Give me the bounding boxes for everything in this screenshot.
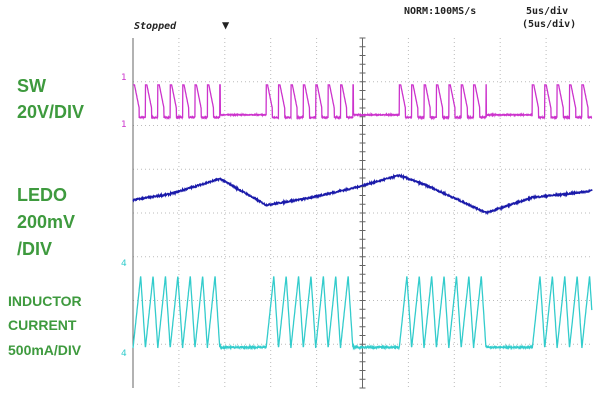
- scope-grid: [132, 37, 592, 389]
- inductor-channel-name: INDUCTOR: [8, 293, 82, 309]
- ledo-channel-scale-unit: /DIV: [17, 239, 53, 259]
- sw-ground-marker: 1: [121, 120, 127, 130]
- inductor-channel-marker: 4: [121, 259, 127, 269]
- sw-trace: [133, 84, 593, 121]
- inductor-ground-marker: 4: [121, 349, 127, 359]
- trigger-position-icon: ▼: [222, 18, 230, 32]
- timebase-label: 5us/div: [526, 6, 569, 17]
- ledo-channel-scale: 200mV: [17, 212, 76, 232]
- inductor-channel-name-line2: CURRENT: [8, 317, 77, 333]
- scope-traces: [132, 84, 593, 351]
- inductor-channel-scale: 500mA/DIV: [8, 342, 82, 358]
- timebase-secondary-label: (5us/div): [522, 19, 577, 30]
- acquisition-mode: NORM:100MS/s: [404, 6, 477, 17]
- ledo-channel-name: LEDO: [17, 185, 68, 205]
- sw-channel-name: SW: [17, 76, 46, 96]
- ledo-trace: [132, 173, 593, 216]
- channel-markers: 1 1 4 4: [121, 73, 127, 359]
- scope-status: Stopped: [134, 21, 177, 32]
- inductor-current-trace: [132, 276, 593, 351]
- sw-channel-scale: 20V/DIV: [17, 102, 85, 122]
- sw-channel-marker: 1: [121, 73, 127, 83]
